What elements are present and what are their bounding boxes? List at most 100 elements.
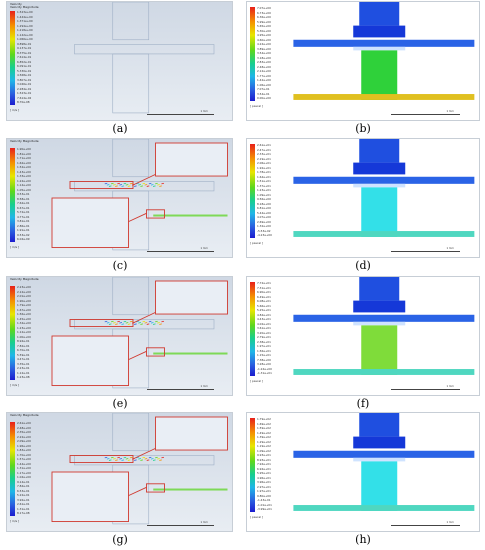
zoom-leader-bottom: [128, 212, 147, 223]
vector-arrow: [121, 185, 125, 187]
tick-label: 4.84e+01: [257, 312, 271, 317]
plate-channel: [293, 176, 475, 184]
caption-d: (d): [355, 259, 371, 272]
tick-label: 7.82e-01: [17, 343, 30, 348]
tick-label: 5.330e-01: [17, 68, 32, 73]
tick-label: 6.08e+01: [257, 299, 271, 303]
vector-arrow: [129, 320, 133, 323]
upper-body: [359, 139, 400, 163]
tick-label: 2.86e-01: [17, 223, 30, 228]
vector-arrow: [106, 184, 110, 186]
tick-label: 5.99e+00: [257, 19, 271, 24]
outlet-channel: [293, 94, 475, 100]
outlet-channel: [293, 505, 475, 511]
tick-label: 5.25e+01: [257, 308, 271, 312]
flow-domain-drawing: [51, 139, 228, 251]
colorbar-ticks: 1.79e+02 1.69e+02 1.59e+02 1.49e+02 1.39e+02…: [257, 417, 272, 512]
unit-label: [ pascal ]: [250, 515, 263, 519]
tick-label: 1.91e-01: [17, 228, 30, 232]
legend-header: Velocity Velocity Magnitude: [10, 2, 39, 10]
colorbar: [10, 148, 15, 242]
colorbar-ticks: 7.07e+00 6.73e+00 6.36e+00 5.99e+00 5.65e+00…: [257, 6, 271, 101]
tick-label: -1.43e-01: [257, 498, 271, 502]
vector-arrow: [115, 323, 118, 325]
scale-label: 1 mm: [200, 521, 208, 524]
tick-label: 9.137e-01: [17, 46, 32, 50]
tick-label: 2.97e+01: [257, 484, 271, 489]
tick-label: 9.93e+01: [257, 453, 271, 457]
channel-outline: [74, 319, 215, 330]
tick-label: 1.97e+01: [257, 489, 271, 493]
legend-variable: Velocity Magnitude: [10, 413, 39, 417]
pressure-geometry: [293, 413, 475, 511]
tick-label: 7.72e+01: [257, 281, 271, 285]
unit-label: [ m/s ]: [10, 383, 20, 387]
tick-label: 1.71e+00: [17, 156, 31, 160]
outlet-channel: [293, 369, 475, 375]
tick-label: -5.53e-02: [257, 228, 271, 233]
tick-label: 8.70e-08: [17, 100, 30, 104]
caption-a: (a): [112, 122, 128, 135]
tick-label: 1.59e+02: [257, 426, 271, 430]
tick-label: 4.96e+01: [257, 475, 271, 480]
tick-label: 1.37e+01: [257, 183, 271, 188]
vector-arrow: [144, 322, 148, 324]
upper-chamber-outline: [112, 2, 150, 41]
tick-label: 6.70e-01: [17, 348, 30, 352]
tick-label: 8.18e+00: [257, 201, 271, 206]
tick-label: 2.61e+00: [17, 421, 31, 425]
tick-label: 6.90e+01: [257, 290, 271, 294]
tick-label: 1.77e+00: [257, 73, 271, 78]
caption-c: (c): [112, 259, 128, 272]
outlet-jet: [153, 214, 228, 217]
tick-label: 2.09e+00: [17, 439, 31, 443]
unit-label: [ m/s ]: [10, 519, 20, 523]
flow-domain-drawing: [51, 277, 228, 389]
tick-label: 1.444e+00: [17, 14, 33, 19]
lower-chamber: [361, 325, 398, 375]
tick-label: 7.84e-01: [17, 484, 30, 488]
tick-label: 6.81e+00: [257, 206, 271, 210]
scale-bar: [146, 251, 214, 252]
upper-chamber-outline: [112, 139, 150, 178]
vector-arrow: [155, 456, 158, 459]
legend-variable: Velocity Magnitude: [10, 277, 39, 281]
tick-label: 1.06e+00: [257, 82, 271, 87]
vector-arrow: [125, 184, 129, 186]
outlet-jet: [153, 488, 228, 491]
tick-label: 1.78e+01: [257, 170, 271, 174]
colorbar-ticks: 2.61e+01 2.47e+01 2.33e+01 2.19e+01 2.06e+01…: [257, 143, 272, 238]
vector-arrow: [140, 323, 144, 325]
vector-arrow: [106, 458, 110, 460]
gap-film: [353, 457, 406, 462]
vector-arrow: [142, 456, 146, 459]
vector-arrow: [129, 182, 133, 185]
tick-label: 0.00e+00: [257, 96, 271, 100]
scale-bar: [390, 389, 461, 390]
lower-chamber-outline: [112, 53, 150, 114]
legend-header: Velocity Magnitude: [10, 413, 39, 417]
tick-label: 2.12e+00: [257, 69, 271, 73]
tick-label: 1.43e+00: [17, 169, 31, 174]
tick-label: 9.898e-01: [17, 41, 32, 46]
tick-label: 5.44e+00: [257, 210, 271, 215]
unit-label: [ pascal ]: [250, 241, 263, 245]
vector-arrow: [129, 456, 133, 459]
tick-label: 9.80e+00: [257, 493, 271, 498]
upper-flange: [353, 162, 406, 175]
vector-arrow: [121, 459, 125, 461]
vector-arrow: [134, 459, 137, 461]
tick-label: 5.95e+01: [257, 471, 271, 475]
tick-label: 2.48e+00: [17, 425, 31, 430]
tick-label: 6.67e-01: [17, 205, 30, 210]
tick-label: 1.15e+01: [257, 353, 271, 357]
tick-label: 8.17e-08: [17, 511, 30, 515]
colorbar: [250, 418, 255, 512]
tick-label: 2.47e+01: [257, 147, 271, 152]
vector-arrow: [157, 184, 160, 186]
lower-chamber: [361, 187, 398, 237]
vector-arrow: [157, 322, 160, 324]
vector-arrow: [161, 456, 165, 459]
zoom-source-bottom: [146, 209, 165, 219]
vector-arrow: [110, 320, 114, 323]
